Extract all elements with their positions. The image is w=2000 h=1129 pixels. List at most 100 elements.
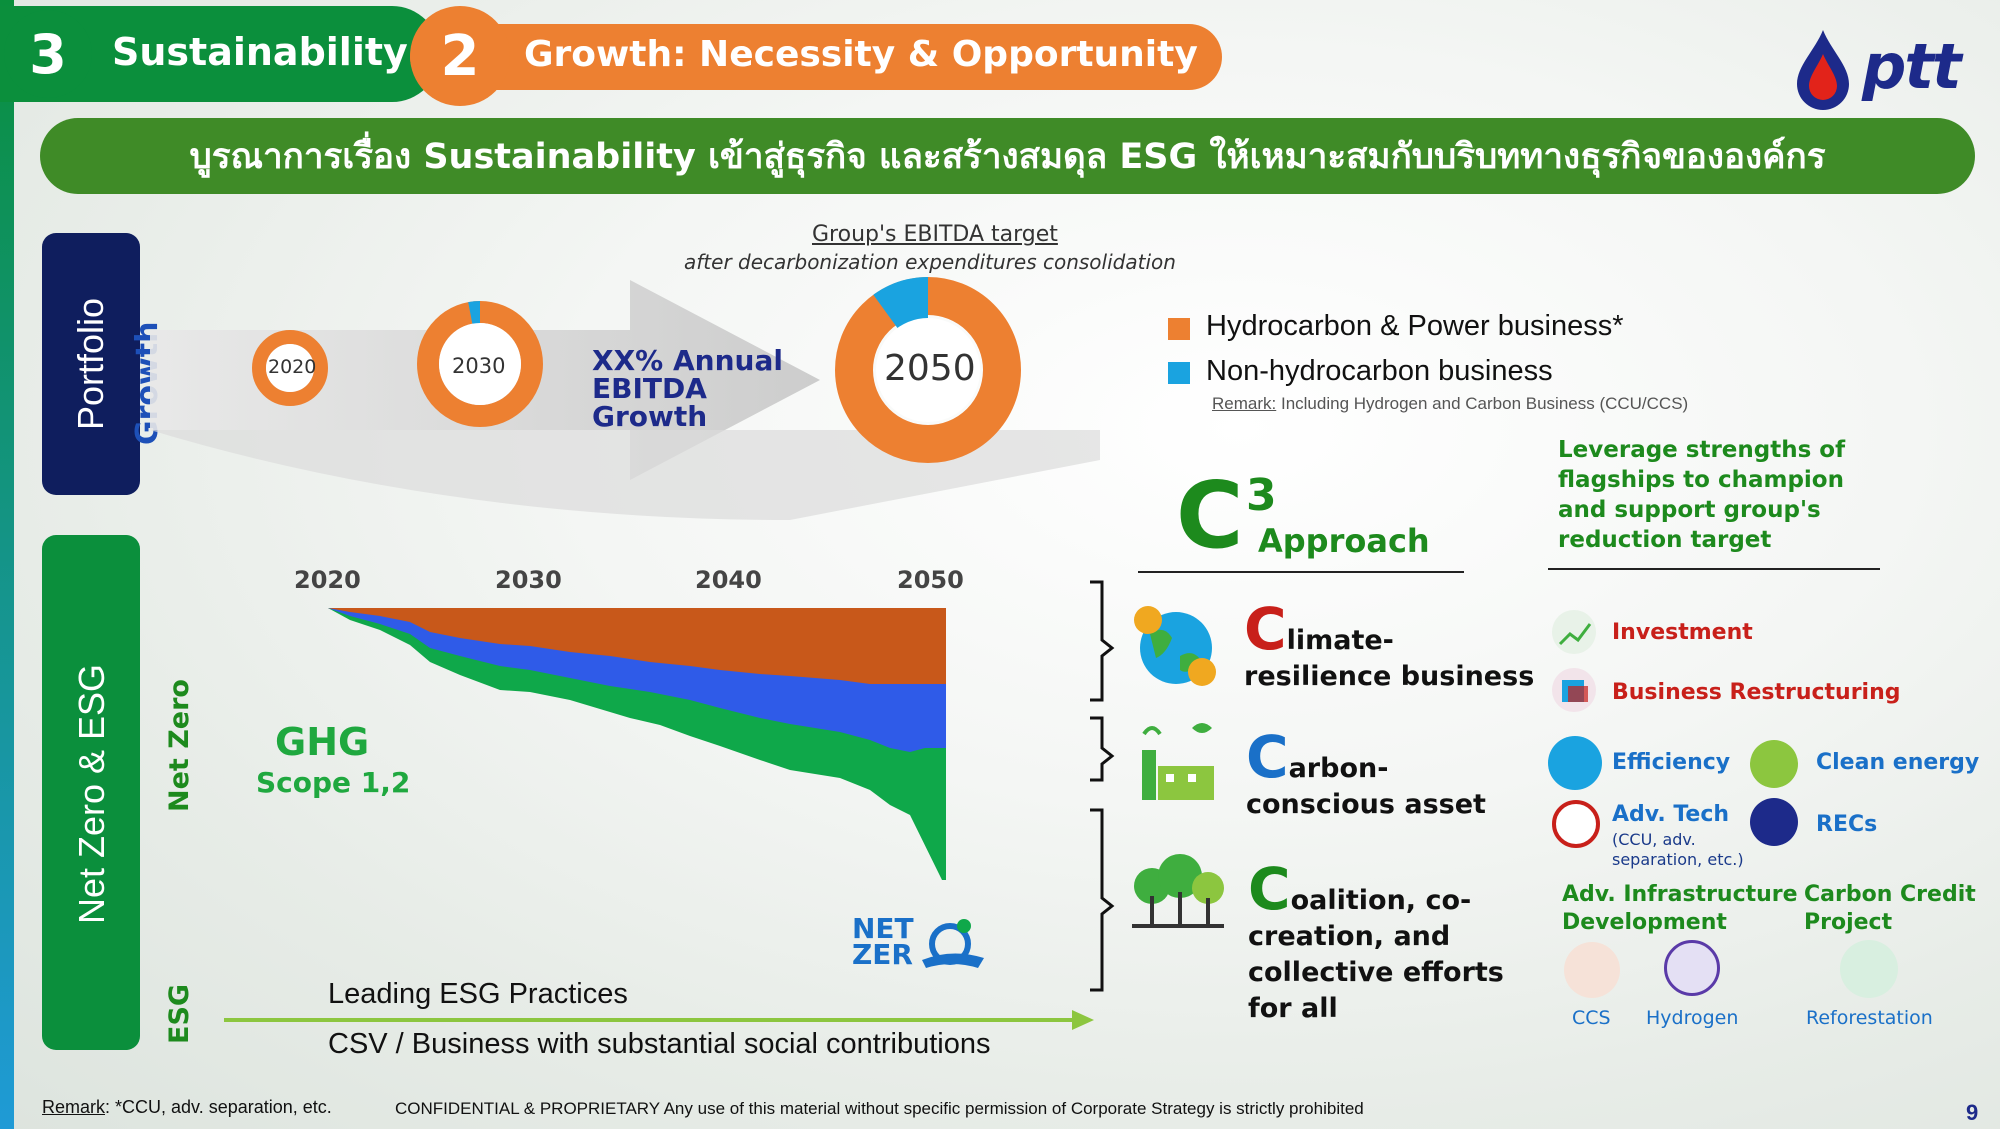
- ghg-scope: Scope 1,2: [256, 766, 411, 799]
- divider: [1548, 568, 1880, 570]
- credit-line2: Project: [1804, 910, 1893, 935]
- factory-icon: [1142, 723, 1214, 800]
- section-label: Sustainability: [112, 30, 408, 74]
- adv-tech-sub2: separation, etc.): [1612, 850, 1744, 869]
- portfolio-label: Portfolio: [70, 297, 111, 431]
- c3-cap: C: [1244, 595, 1287, 663]
- investment-icon: [1552, 610, 1596, 654]
- c3-cap: C: [1248, 855, 1291, 923]
- recs-icon: [1750, 798, 1798, 846]
- reforestation-icon: [1840, 940, 1898, 998]
- c3-letter: C: [1176, 462, 1243, 569]
- footer-remark: Remark: *CCU, adv. separation, etc.: [42, 1097, 332, 1118]
- legend-hydrocarbon: Hydrocarbon & Power business*: [1206, 310, 1624, 342]
- esg-line1: Leading ESG Practices: [328, 978, 628, 1010]
- ebitda-remark-label: Remark:: [1212, 394, 1277, 413]
- restructuring-icon: [1552, 668, 1596, 712]
- lever-clean-energy: Clean energy: [1816, 750, 1980, 775]
- footer-remark-text: : *CCU, adv. separation, etc.: [105, 1097, 332, 1117]
- growth-text-line: XX% Annual: [592, 344, 783, 377]
- ebitda-subtitle: after decarbonization expenditures conso…: [684, 250, 1176, 274]
- ebitda-remark-text: Including Hydrogen and Carbon Business (…: [1280, 394, 1689, 413]
- growth-text-line: EBITDA: [592, 372, 707, 405]
- netzero-logo: NET ZER: [852, 912, 914, 971]
- c3-line: collective efforts: [1248, 957, 1504, 988]
- legend-swatch-hydrocarbon: [1168, 318, 1190, 340]
- lever-efficiency: Efficiency: [1612, 750, 1731, 775]
- c3-rest: arbon-: [1288, 753, 1389, 784]
- ghg-area-orange: [328, 608, 946, 684]
- hydrogen-icon: [1664, 940, 1720, 996]
- c3-cap: C: [1246, 723, 1289, 791]
- year-2020: 2020: [294, 566, 361, 594]
- esg-line2: CSV / Business with substantial social c…: [328, 1028, 991, 1060]
- c3-item-climate: Climate- resilience business: [1244, 600, 1534, 695]
- year-2050: 2050: [897, 566, 964, 594]
- divider: [1138, 571, 1464, 573]
- subsection-number: 2: [410, 6, 510, 106]
- legend-swatch-nonhydrocarbon: [1168, 362, 1190, 384]
- c3-line: conscious asset: [1246, 789, 1486, 820]
- netzero-esg-label-box: Net Zero & ESG: [42, 535, 140, 1050]
- section-tab-growth[interactable]: [410, 24, 1222, 90]
- portfolio-label-box: Portfolio: [42, 233, 140, 495]
- levers-heading: Leverage strengths of flagships to champ…: [1558, 437, 1846, 553]
- adv-tech-sub1: (CCU, adv.: [1612, 830, 1696, 849]
- year-2030: 2030: [495, 566, 562, 594]
- infra-line2: Development: [1562, 910, 1727, 935]
- clean-energy-icon: [1750, 740, 1798, 788]
- brackets: [1090, 580, 1115, 992]
- esg-label: ESG: [164, 983, 195, 1044]
- infra-line1: Adv. Infrastructure: [1562, 882, 1798, 907]
- netzero-label: Net Zero: [164, 679, 195, 812]
- headline-banner: บูรณาการเรื่อง Sustainability เข้าสู่ธุร…: [40, 118, 1975, 194]
- legend-nonhydrocarbon: Non-hydrocarbon business: [1206, 355, 1553, 387]
- label-reforestation: Reforestation: [1806, 1007, 1933, 1029]
- c3-superscript: 3: [1246, 470, 1277, 521]
- c3-line: resilience business: [1244, 661, 1535, 692]
- footer-confidential: CONFIDENTIAL & PROPRIETARY Any use of th…: [395, 1099, 1364, 1118]
- netzero-logo-top: NET: [852, 912, 914, 945]
- co2-icon: [1552, 800, 1600, 848]
- donut-2020-label: 2020: [268, 356, 317, 378]
- c3-line: for all: [1248, 993, 1338, 1024]
- section-number: 3: [4, 10, 92, 98]
- ccs-icon: [1564, 942, 1620, 998]
- credit-line1: Carbon Credit: [1804, 882, 1976, 907]
- trees-icon: [1132, 854, 1224, 928]
- footer-remark-label: Remark: [42, 1097, 106, 1117]
- efficiency-icon: [1548, 736, 1602, 790]
- climate-globe-icon: [1134, 606, 1216, 686]
- donut-2050: [835, 277, 1021, 463]
- section-tab-sustainability[interactable]: 3 Sustainability: [0, 6, 440, 102]
- c3-approach: Approach: [1258, 522, 1430, 560]
- subsection-label: Growth: Necessity & Opportunity: [524, 34, 1198, 75]
- netzero-logo-bottom: ZER: [852, 938, 913, 971]
- donut-2030: [417, 301, 543, 427]
- donut-2020: [252, 330, 328, 406]
- growth-text-line: Growth: [592, 400, 708, 433]
- ghg-title: GHG: [275, 720, 370, 764]
- donut-2050-label: 2050: [884, 348, 976, 389]
- lever-adv-tech: Adv. Tech: [1612, 802, 1730, 827]
- ptt-logo-text: ptt: [1862, 30, 1962, 103]
- growth-text: XX% Annual EBITDA Growth: [592, 347, 783, 431]
- label-hydrogen: Hydrogen: [1646, 1007, 1739, 1029]
- ghg-area-chart: [328, 608, 946, 880]
- netzero-esg-label: Net Zero & ESG: [71, 663, 112, 925]
- ptt-logo-icon: [1797, 30, 1849, 110]
- netzero-globe-icon: [922, 919, 984, 968]
- lever-investment: Investment: [1612, 620, 1753, 645]
- c3-line: creation, and: [1248, 921, 1451, 952]
- donut-2030-label: 2030: [452, 354, 506, 378]
- left-accent-strip: [0, 0, 14, 1129]
- page-number: 9: [1966, 1100, 1979, 1125]
- c3-rest: oalition, co-: [1290, 885, 1472, 916]
- ebitda-remark: Remark: Including Hydrogen and Carbon Bu…: [1212, 394, 1688, 414]
- year-2040: 2040: [695, 566, 762, 594]
- lever-restructuring: Business Restructuring: [1612, 680, 1901, 705]
- label-ccs: CCS: [1572, 1007, 1611, 1029]
- c3-item-carbon: Carbon- conscious asset: [1246, 728, 1486, 823]
- lever-recs: RECs: [1816, 812, 1878, 837]
- ebitda-title: Group's EBITDA target: [812, 222, 1058, 247]
